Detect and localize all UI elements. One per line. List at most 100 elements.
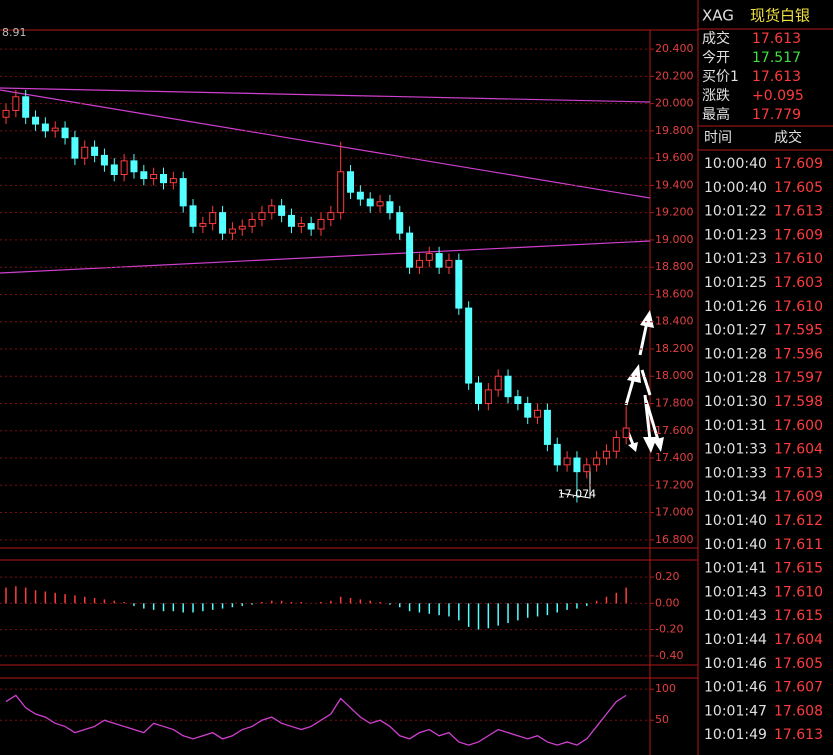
candle-body — [228, 228, 236, 234]
candle-body — [61, 127, 69, 139]
column-header: 成交 — [774, 129, 802, 146]
candle-body — [484, 389, 492, 405]
trade-price: 17.604 — [774, 442, 823, 458]
trade-time: 10:01:33 — [704, 465, 767, 481]
candle-body — [248, 218, 256, 227]
instrument-name: 现货白银 — [750, 7, 810, 25]
trade-price: 17.610 — [774, 584, 823, 600]
y-tick-label: 17.600 — [655, 424, 694, 437]
candle-body — [91, 146, 99, 156]
trade-price: 17.615 — [774, 608, 823, 624]
y-tick-label: 19.600 — [655, 151, 694, 164]
trade-price: 17.598 — [774, 394, 823, 410]
candle-body — [219, 212, 227, 234]
low-annotation: 17.074 — [558, 487, 597, 500]
trade-price: 17.613 — [774, 204, 823, 220]
y-tick-label: 18.800 — [655, 260, 694, 273]
y-tick-label: 50 — [655, 713, 669, 726]
candle-body — [602, 450, 610, 459]
quote-label: 成交 — [702, 30, 730, 47]
candle-body — [268, 205, 276, 214]
candle-body — [12, 96, 20, 111]
quote-label: 今开 — [702, 50, 730, 66]
candle-body — [475, 382, 482, 405]
trade-price: 17.611 — [774, 537, 823, 553]
quote-value: 17.613 — [752, 69, 801, 85]
y-tick-label: 0.00 — [655, 596, 680, 609]
candle-body — [120, 160, 128, 175]
quote-label: 买价1 — [702, 69, 739, 85]
trade-time: 10:01:28 — [704, 346, 767, 362]
y-tick-label: 17.400 — [655, 451, 694, 464]
candle-body — [366, 198, 374, 207]
candle-body — [2, 109, 10, 118]
candle-body — [32, 116, 40, 125]
y-tick-label: 19.000 — [655, 233, 694, 246]
y-tick-label: 17.000 — [655, 506, 694, 519]
candle-body — [140, 171, 148, 180]
candle-body — [297, 223, 305, 227]
measure-line — [559, 468, 591, 499]
trade-price: 17.609 — [774, 156, 823, 172]
candle-body — [278, 205, 286, 216]
candle-body — [386, 201, 394, 214]
indicator-line — [5, 694, 627, 746]
candle-body — [553, 443, 561, 466]
trend-line — [0, 87, 651, 103]
trend-line — [0, 240, 651, 274]
candle-body — [238, 225, 246, 230]
trade-price: 17.615 — [774, 561, 823, 577]
symbol: XAG — [702, 7, 734, 25]
candle-body — [593, 457, 601, 466]
trade-time: 10:01:44 — [704, 632, 767, 648]
candle-body — [189, 205, 197, 227]
candle-body — [41, 123, 49, 132]
y-tick-label: -0.40 — [655, 649, 683, 662]
trade-price: 17.610 — [774, 299, 823, 315]
candle-body — [347, 171, 355, 193]
y-tick-label: 17.800 — [655, 397, 694, 410]
y-tick-label: 19.200 — [655, 206, 694, 219]
trade-time: 10:01:46 — [704, 656, 767, 672]
trade-price: 17.605 — [774, 656, 823, 672]
candle-body — [612, 437, 620, 452]
candle-body — [583, 464, 591, 473]
candle-body — [22, 96, 30, 118]
y-tick-label: 17.200 — [655, 478, 694, 491]
candle-body — [81, 146, 89, 159]
candle-body — [199, 223, 207, 227]
trade-time: 10:01:40 — [704, 537, 767, 553]
candle-body — [327, 212, 335, 220]
candle-body — [396, 212, 404, 234]
y-tick-label: 16.800 — [655, 533, 694, 546]
trade-time: 10:01:43 — [704, 584, 767, 600]
trade-time: 10:01:31 — [704, 418, 767, 434]
candle-body — [100, 154, 108, 166]
candle-body — [445, 259, 453, 268]
candle-body — [494, 375, 502, 391]
candle-body — [415, 259, 423, 268]
trade-time: 10:01:23 — [704, 251, 767, 267]
candle-body — [514, 396, 522, 405]
candle-body — [534, 409, 542, 418]
candle-body — [406, 232, 414, 268]
trade-price: 17.596 — [774, 346, 823, 362]
candle-body — [543, 409, 551, 445]
quote-value: 17.517 — [752, 50, 801, 66]
y-tick-label: 19.800 — [655, 124, 694, 137]
candle-body — [376, 201, 384, 207]
candle-body — [287, 214, 295, 227]
quote-value: 17.613 — [752, 31, 801, 47]
trade-time: 10:01:25 — [704, 275, 767, 291]
trade-price: 17.607 — [774, 680, 823, 696]
trade-time: 10:01:34 — [704, 489, 767, 505]
trade-price: 17.612 — [774, 513, 823, 529]
trade-time: 10:01:47 — [704, 703, 767, 719]
y-tick-label: 18.600 — [655, 287, 694, 300]
quote-value: +0.095 — [752, 88, 804, 104]
trade-time: 10:01:33 — [704, 442, 767, 458]
candle-body — [209, 212, 217, 225]
trade-time: 10:00:40 — [704, 156, 767, 172]
y-tick-label: 20.000 — [655, 97, 694, 110]
